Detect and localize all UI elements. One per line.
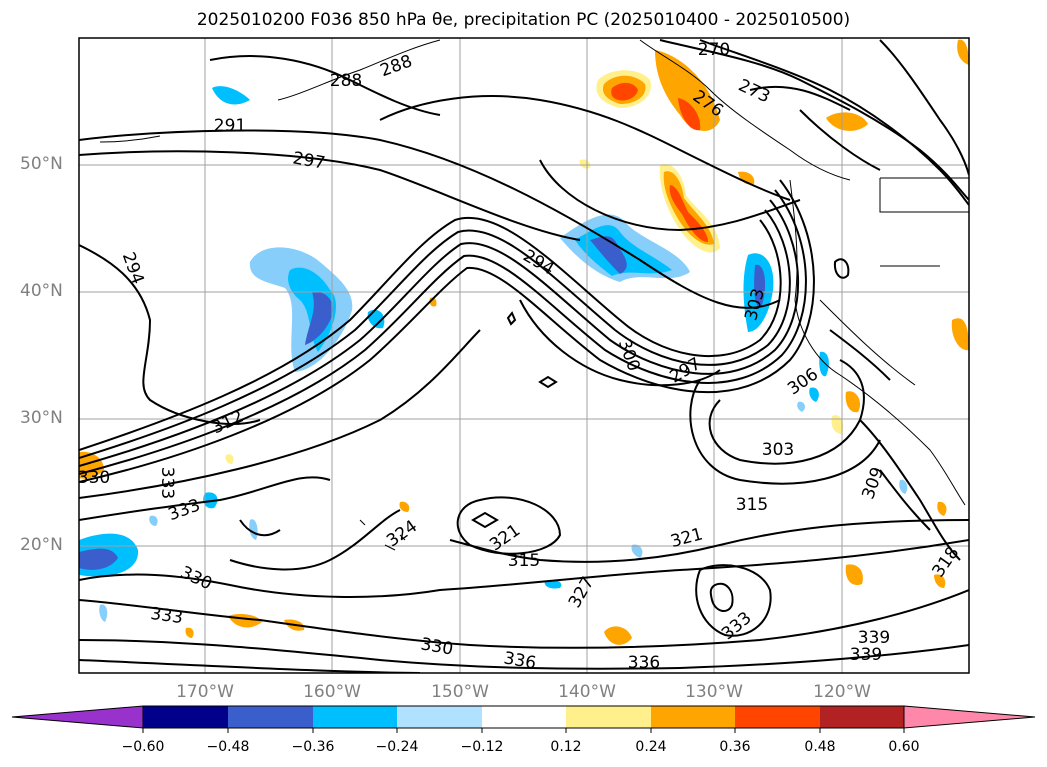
contour-label: 288 — [330, 71, 362, 91]
contour-label: 318 — [928, 543, 963, 581]
colorbar-bin — [735, 706, 820, 728]
colorbar-bin — [143, 706, 228, 728]
contour-label: 339 — [858, 628, 890, 648]
lon-label: 160°W — [303, 682, 361, 702]
theta-e-contours — [79, 39, 969, 673]
contour-label: 303 — [762, 440, 794, 460]
contour-label: 288 — [378, 51, 415, 81]
colorbar-outline — [142, 705, 905, 729]
colorbar — [11, 705, 1036, 733]
colorbar-tick-label: −0.48 — [206, 739, 250, 755]
contour-label: 315 — [508, 551, 540, 571]
colorbar-bin — [566, 706, 651, 728]
contour-label: 339 — [850, 645, 882, 665]
contour-label: 330 — [78, 468, 110, 488]
contour-label: 291 — [214, 116, 246, 136]
colorbar-tick-label: −0.24 — [375, 739, 419, 755]
lat-label: 50°N — [20, 154, 63, 174]
contour-label: 333 — [149, 604, 184, 628]
lon-label: 150°W — [431, 682, 489, 702]
lon-label: 130°W — [685, 682, 743, 702]
lon-label: 170°W — [176, 682, 234, 702]
lat-label: 30°N — [20, 408, 63, 428]
colorbar-bin — [313, 706, 397, 728]
colorbar-tick-label: −0.36 — [291, 739, 335, 755]
colorbar-bin — [228, 706, 313, 728]
precip-negative-shading — [79, 86, 908, 622]
contour-label: 336 — [502, 648, 537, 673]
lon-label: 120°W — [813, 682, 871, 702]
colorbar-tick-label: 0.12 — [550, 739, 582, 755]
colorbar-tick-label: 0.24 — [635, 739, 667, 755]
colorbar-bin — [482, 706, 566, 728]
graticule — [79, 38, 969, 673]
colorbar-tick-label: 0.60 — [888, 739, 920, 755]
colorbar-tick-label: 0.48 — [804, 739, 836, 755]
contour-label: 330 — [177, 563, 215, 595]
precip-positive-shading — [79, 39, 969, 645]
contour-label: 333 — [166, 495, 203, 525]
contour-label: 333 — [718, 608, 756, 644]
contour-label: 294 — [118, 250, 148, 287]
contour-label: 315 — [736, 495, 768, 515]
small-contour-features — [471, 258, 850, 529]
lat-label: 20°N — [20, 535, 63, 555]
contour-label: 270 — [698, 40, 730, 60]
lon-label: 140°W — [558, 682, 616, 702]
contour-label: 273 — [735, 76, 773, 108]
colorbar-extend-low — [11, 705, 144, 729]
contour-label: 297 — [291, 148, 326, 173]
contour-label: 333 — [157, 467, 177, 499]
contour-label-group: 270 273 276 288 288 291 297 294 294 300 … — [78, 40, 964, 674]
colorbar-bin — [397, 706, 482, 728]
colorbar-bin — [820, 706, 904, 728]
contour-label: 312 — [209, 407, 247, 439]
colorbar-extend-high — [903, 705, 1036, 729]
colorbar-tick-label: −0.12 — [460, 739, 504, 755]
map-title: 2025010200 F036 850 hPa θe, precipitatio… — [196, 10, 851, 30]
colorbar-tick-label: −0.60 — [121, 739, 165, 755]
coastlines — [99, 39, 969, 551]
contour-label: 300 — [614, 337, 644, 374]
contour-label: 309 — [858, 465, 888, 502]
contour-label: 330 — [419, 634, 454, 659]
lat-label: 40°N — [20, 281, 63, 301]
contour-label: 321 — [668, 524, 705, 552]
map-frame — [78, 37, 970, 674]
colorbar-tick-label: 0.36 — [719, 739, 751, 755]
contour-label: 336 — [628, 653, 660, 673]
colorbar-bin — [651, 706, 735, 728]
